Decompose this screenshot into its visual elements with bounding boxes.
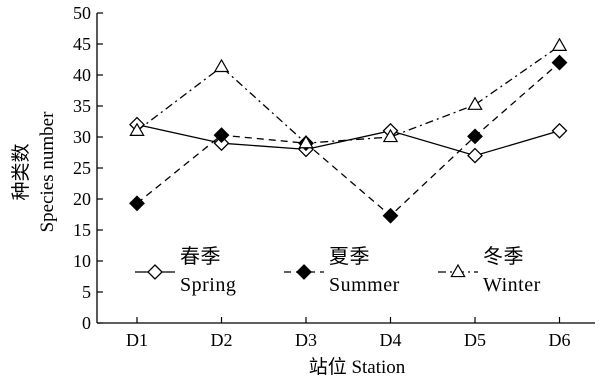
- legend-marker: [147, 264, 163, 280]
- y-axis-label: 种类数 Species number: [10, 111, 58, 233]
- legend-label-en: Winter: [483, 274, 541, 296]
- legend: 春季 Spring 夏季 Summer 冬季 Winter: [135, 245, 541, 296]
- y-axis-label-cn: 种类数: [10, 143, 32, 200]
- data-point-winter: [551, 37, 568, 52]
- y-tick-label: 45: [73, 34, 91, 54]
- x-axis-ticks: D1 D2 D3 D4 D5 D6: [126, 317, 571, 350]
- legend-label-en: Summer: [329, 274, 400, 296]
- data-point-winter: [298, 134, 314, 149]
- legend-marker: [296, 264, 312, 280]
- series-summer: [129, 54, 568, 224]
- y-tick-label: 0: [82, 313, 91, 333]
- x-axis-label: 站位 Station: [309, 356, 406, 378]
- legend-item-winter: 冬季 Winter: [438, 245, 541, 296]
- data-point-spring: [213, 135, 230, 152]
- y-axis-ticks: 0 5 10 15 20 25 30 35 40 45 50: [73, 3, 103, 333]
- x-tick-label: D1: [126, 330, 148, 350]
- series-lines: [129, 37, 568, 224]
- legend-label-en: Spring: [180, 274, 236, 296]
- y-tick-label: 40: [73, 65, 91, 85]
- y-tick-label: 15: [73, 220, 91, 240]
- data-point-winter: [382, 128, 399, 143]
- data-point-spring: [467, 147, 483, 164]
- y-tick-label: 25: [73, 158, 91, 178]
- data-point-spring: [551, 122, 568, 139]
- legend-item-summer: 夏季 Summer: [284, 245, 400, 296]
- data-point-summer: [129, 195, 145, 212]
- series-line-summer: [136, 62, 560, 217]
- data-point-summer: [467, 128, 483, 145]
- series-line-spring: [136, 123, 560, 157]
- data-point-summer: [551, 54, 568, 71]
- y-tick-label: 50: [73, 3, 91, 23]
- legend-label-cn: 春季: [180, 245, 221, 268]
- x-tick-label: D2: [211, 330, 233, 350]
- data-point-summer: [382, 207, 399, 224]
- x-tick-label: D4: [380, 330, 402, 350]
- data-point-winter: [467, 96, 483, 110]
- y-tick-label: 5: [82, 282, 91, 302]
- data-point-summer: [213, 127, 230, 144]
- y-tick-label: 35: [73, 96, 91, 116]
- x-tick-label: D3: [295, 330, 317, 350]
- legend-marker: [450, 263, 466, 278]
- x-tick-label: D5: [464, 330, 486, 350]
- series-winter: [129, 37, 568, 149]
- y-axis-label-en: Species number: [37, 111, 58, 233]
- y-tick-label: 20: [73, 189, 91, 209]
- legend-item-spring: 春季 Spring: [135, 245, 236, 296]
- y-tick-label: 30: [73, 127, 91, 147]
- data-point-winter: [213, 58, 230, 73]
- data-point-winter: [129, 122, 145, 136]
- y-tick-label: 10: [73, 251, 91, 271]
- series-line-winter: [136, 45, 560, 144]
- legend-label-cn: 夏季: [329, 245, 370, 268]
- legend-label-cn: 冬季: [483, 245, 524, 268]
- x-tick-label: D6: [549, 330, 571, 350]
